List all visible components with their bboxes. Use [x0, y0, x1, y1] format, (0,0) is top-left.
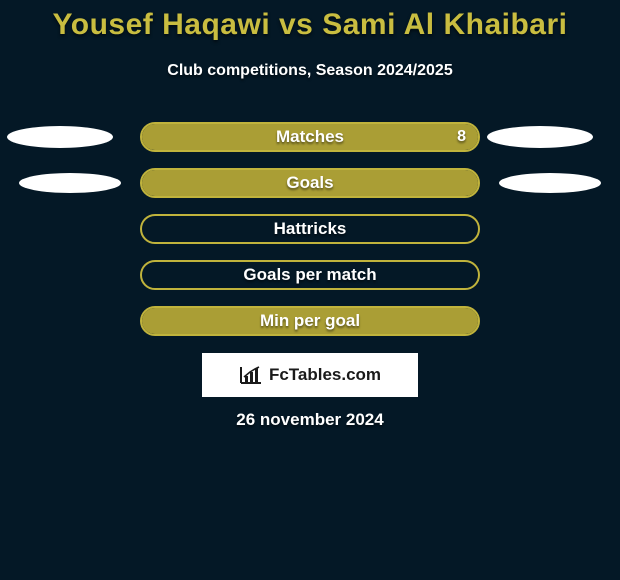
stat-bar-fill — [142, 308, 478, 334]
stat-row: Matches8 — [0, 122, 620, 168]
fctables-logo: FcTables.com — [202, 353, 418, 397]
stat-row: Hattricks — [0, 214, 620, 260]
stat-row: Goals per match — [0, 260, 620, 306]
stat-bar-fill — [142, 124, 478, 150]
page-title: Yousef Haqawi vs Sami Al Khaibari — [0, 8, 620, 42]
stat-row: Goals — [0, 168, 620, 214]
stat-bar-track — [140, 122, 480, 152]
player-left-marker — [19, 173, 121, 193]
date-label: 26 november 2024 — [0, 410, 620, 430]
player-right-marker — [499, 173, 601, 193]
barchart-icon — [239, 365, 263, 385]
subtitle: Club competitions, Season 2024/2025 — [0, 62, 620, 80]
stats-rows: Matches8GoalsHattricksGoals per matchMin… — [0, 122, 620, 352]
stat-bar-fill — [142, 170, 478, 196]
fctables-logo-text: FcTables.com — [269, 365, 381, 385]
stat-bar-track — [140, 214, 480, 244]
player-right-marker — [487, 126, 593, 148]
stat-bar-track — [140, 260, 480, 290]
stat-bar-track — [140, 306, 480, 336]
player-left-marker — [7, 126, 113, 148]
stat-row: Min per goal — [0, 306, 620, 352]
stat-bar-track — [140, 168, 480, 198]
